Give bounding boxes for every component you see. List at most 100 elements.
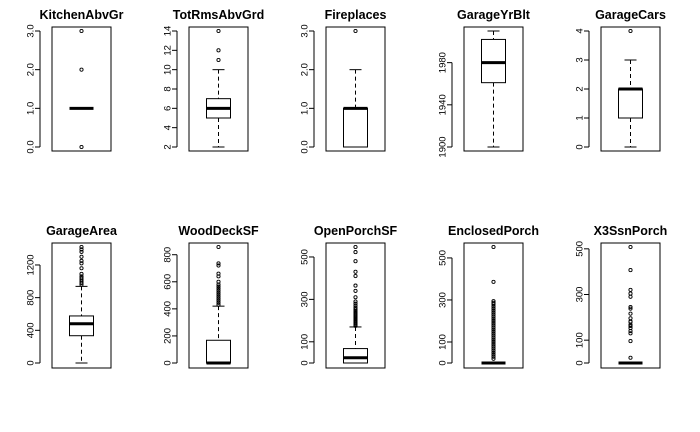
plot-frame <box>325 242 386 369</box>
plot-frame <box>600 26 661 152</box>
plot-frame <box>463 26 524 152</box>
outlier-point <box>491 350 496 355</box>
outlier-point <box>491 279 496 284</box>
outlier-point <box>79 247 84 252</box>
plot-wooddecksf: WoodDeckSF 0 200 400 600 800 <box>163 224 259 369</box>
outlier-point <box>628 291 633 296</box>
y-tick-label: 3.0 <box>26 24 37 37</box>
y-tick-label: 1.0 <box>26 102 37 115</box>
y-tick-label: 0 <box>163 360 174 365</box>
outlier-point <box>216 48 221 53</box>
outlier-point <box>216 284 221 289</box>
plot-garageyrblt: GarageYrBlt 1900 1940 1980 <box>438 8 531 158</box>
y-tick-label: 0 <box>300 360 311 365</box>
outlier-point <box>628 28 633 34</box>
plot-title: X3SsnPorch <box>594 224 668 238</box>
outlier-point <box>216 279 221 284</box>
outlier-point <box>491 352 496 357</box>
outlier-point <box>628 294 633 299</box>
outlier-point <box>353 28 358 34</box>
iqr-box <box>343 107 368 148</box>
outlier-point <box>628 355 633 360</box>
outlier-point <box>353 295 358 300</box>
outlier-point <box>628 287 633 292</box>
plot-frame <box>51 242 112 369</box>
outlier-point <box>79 258 84 263</box>
y-tick-label: 1900 <box>438 136 449 157</box>
y-tick-label: 500 <box>300 249 311 265</box>
outlier-point <box>491 331 496 336</box>
outlier-point <box>491 321 496 326</box>
plot-title: Fireplaces <box>325 8 387 22</box>
plot-frame <box>188 242 249 369</box>
outlier-point <box>491 325 496 330</box>
plot-title: OpenPorchSF <box>314 224 398 238</box>
y-tick-label: 500 <box>438 250 449 266</box>
outlier-point <box>216 302 221 307</box>
plot-frame <box>600 242 661 369</box>
y-tick-label: 300 <box>300 291 311 307</box>
outlier-point <box>628 316 633 321</box>
outlier-point <box>491 306 496 311</box>
outlier-point <box>491 318 496 324</box>
y-tick-label: 14 <box>163 26 174 37</box>
y-tick-label: 600 <box>163 274 174 290</box>
y-tick-label: 1980 <box>438 52 449 73</box>
outlier-point <box>491 323 496 328</box>
outlier-point <box>353 283 358 288</box>
iqr-box <box>481 38 506 84</box>
plot-garagecars: GarageCars 0 1 2 3 4 <box>575 8 666 152</box>
y-tick-label: 2.0 <box>26 63 37 76</box>
outlier-point <box>79 271 84 277</box>
outlier-point <box>353 274 358 279</box>
y-tick-label: 100 <box>438 334 449 350</box>
outlier-point <box>491 244 496 250</box>
outlier-point <box>216 300 221 305</box>
outlier-point <box>491 339 496 345</box>
y-tick-label: 12 <box>163 45 174 56</box>
y-tick-label: 1.0 <box>300 102 311 115</box>
outlier-point <box>79 261 84 266</box>
outlier-point <box>491 310 496 315</box>
plot-title: GarageYrBlt <box>457 8 531 22</box>
iqr-box <box>618 88 643 119</box>
y-tick-label: 1 <box>575 115 586 120</box>
outlier-point <box>353 303 358 308</box>
outlier-point <box>353 269 358 274</box>
outlier-point <box>491 337 496 342</box>
outlier-point <box>491 333 496 338</box>
outlier-point <box>491 327 496 332</box>
outlier-point <box>216 296 221 301</box>
y-tick-label: 2 <box>163 144 174 149</box>
outlier-point <box>79 254 84 259</box>
outlier-point <box>628 268 633 273</box>
outlier-point <box>628 323 633 329</box>
outlier-point <box>79 144 84 150</box>
plot-title: WoodDeckSF <box>178 224 259 238</box>
outlier-point <box>216 294 221 299</box>
y-tick-label: 0 <box>438 360 449 365</box>
outlier-point <box>628 305 633 310</box>
outlier-point <box>216 244 221 250</box>
outlier-point <box>79 266 84 271</box>
outlier-point <box>491 342 496 347</box>
y-tick-label: 1940 <box>438 94 449 115</box>
outlier-point <box>491 299 496 304</box>
plot-title: GarageCars <box>595 8 666 22</box>
y-tick-label: 3.0 <box>300 24 311 37</box>
plot-garagearea: GarageArea 0 400 800 1200 <box>26 224 118 369</box>
plot-x3ssnporch: X3SsnPorch 0 100 300 500 <box>575 224 668 369</box>
outlier-point <box>79 274 84 279</box>
outlier-point <box>353 301 358 306</box>
outlier-point <box>216 274 221 279</box>
y-tick-label: 0 <box>575 144 586 149</box>
y-tick-label: 400 <box>163 301 174 317</box>
outlier-point <box>491 346 496 351</box>
plot-frame <box>325 26 386 152</box>
plot-title: GarageArea <box>46 224 118 238</box>
y-tick-label: 800 <box>163 247 174 263</box>
plot-frame <box>188 26 249 152</box>
outlier-point <box>628 339 633 344</box>
outlier-point <box>491 312 496 317</box>
